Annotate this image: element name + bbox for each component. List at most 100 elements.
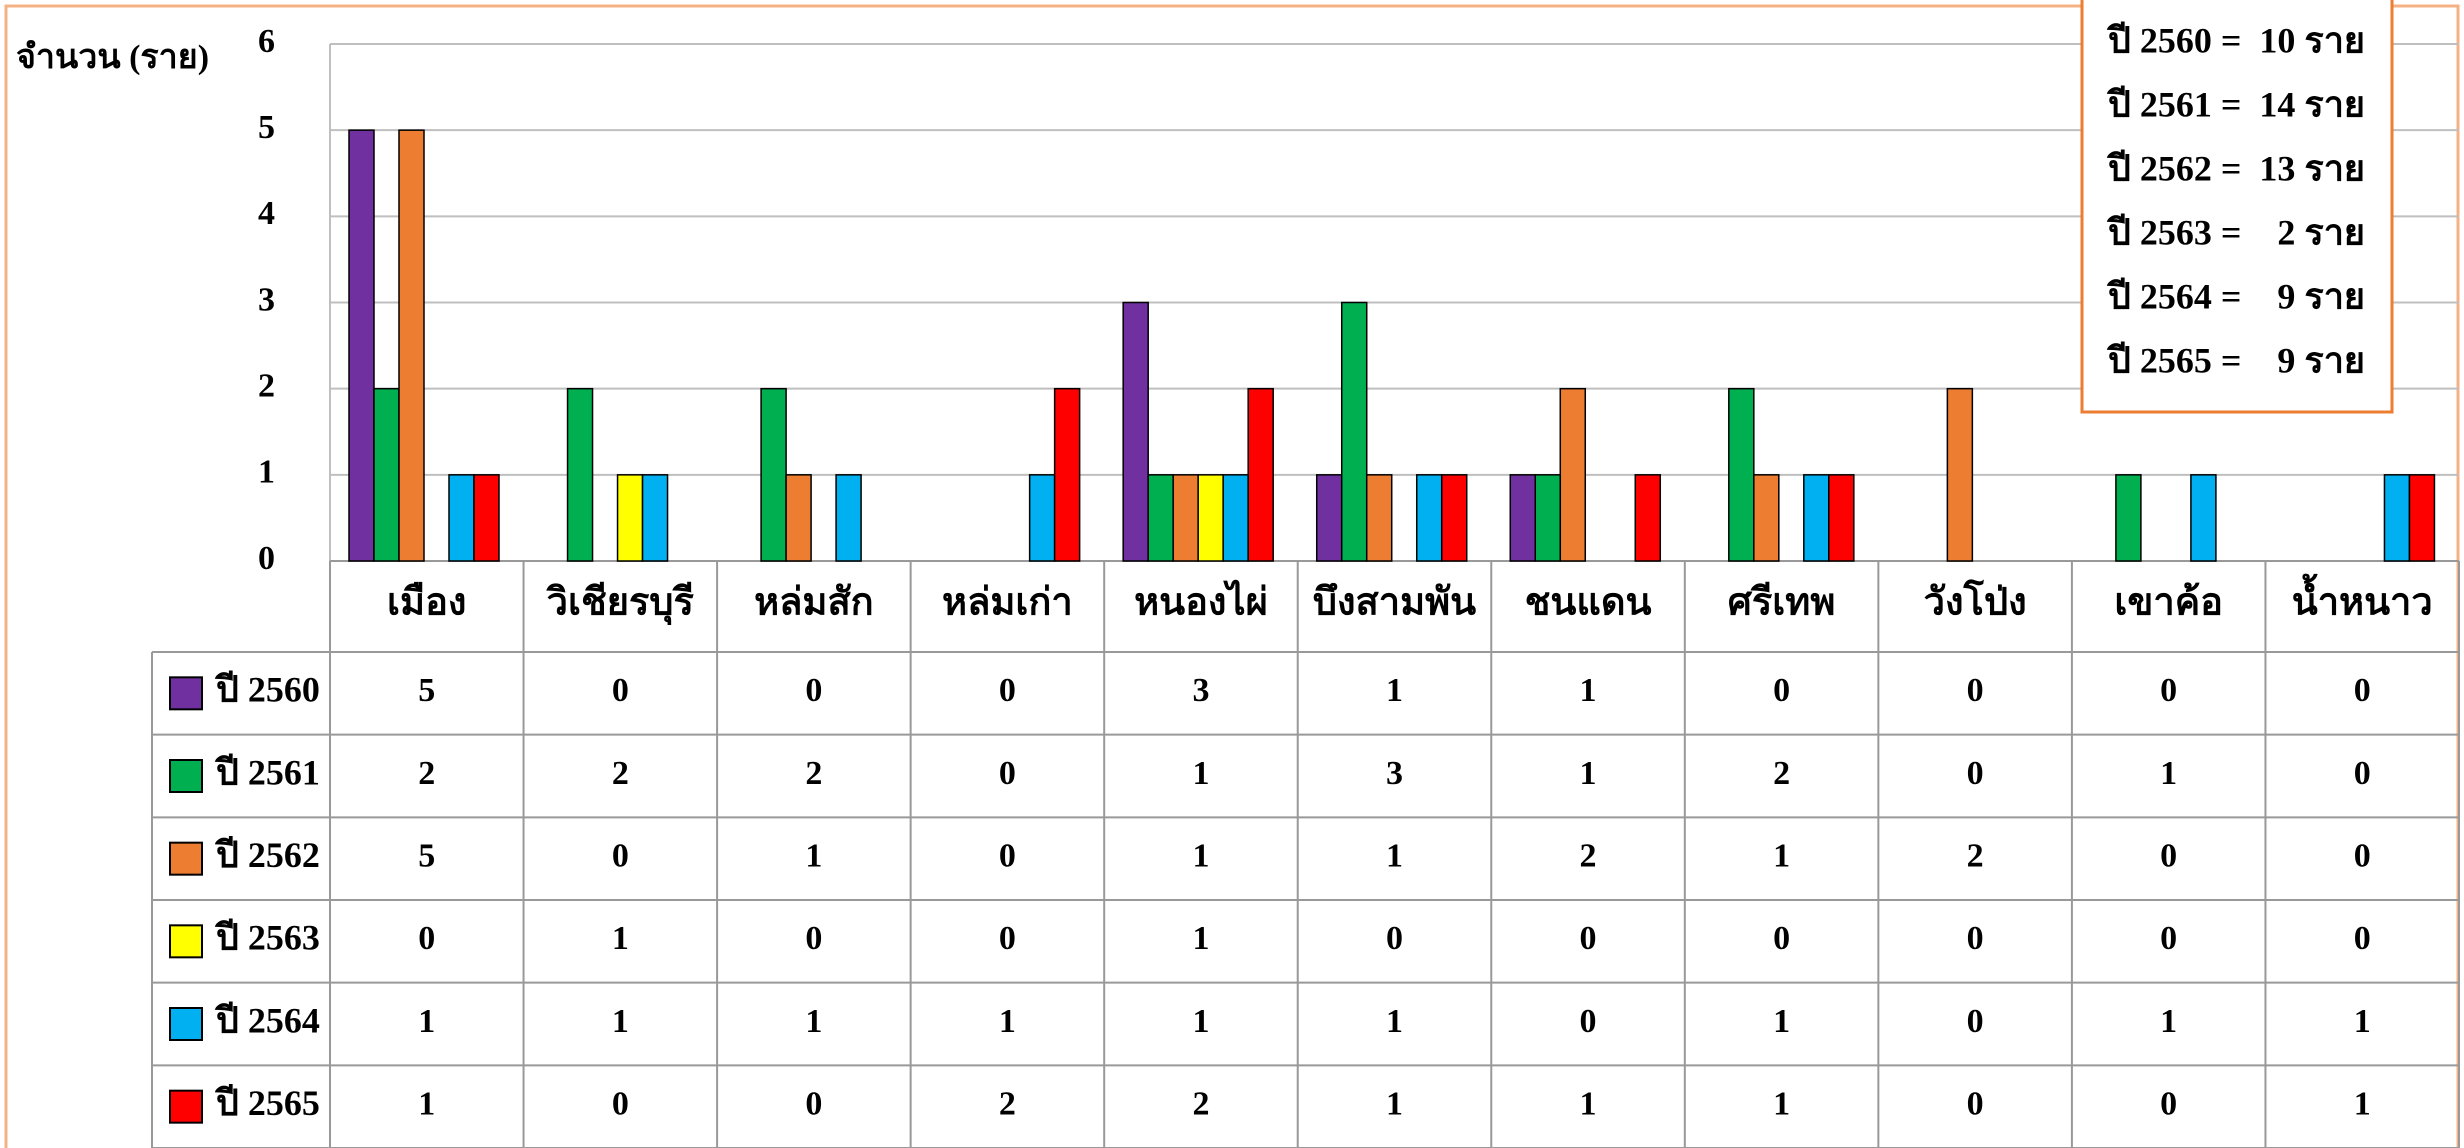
table-cell: 0 [1967,920,1984,957]
legend-swatch [169,1007,203,1041]
table-cell: 0 [1580,920,1597,957]
table-cell: 2 [612,755,629,792]
table-cell: 3 [1386,755,1403,792]
x-tick-label: เขาค้อ [2114,582,2223,624]
table-cell: 1 [2160,1003,2177,1040]
bar [473,474,500,562]
x-tick-label: ชนแดน [1525,582,1652,624]
table-cell: 0 [2160,672,2177,709]
table-cell: 0 [805,920,822,957]
annotation: ปี 2560 = 10 ราย [2106,20,2365,60]
table-cell: 0 [1967,1085,1984,1122]
bar [1147,474,1174,562]
x-tick-label: หนองไผ่ [1134,580,1268,624]
table-cell: 1 [1773,1003,1790,1040]
bar [835,474,862,562]
table-cell: 1 [2354,1003,2371,1040]
table-cell: 0 [1967,672,1984,709]
y-tick-label: 0 [258,540,275,577]
table-cell: 0 [1967,1003,1984,1040]
table-cell: 0 [1773,672,1790,709]
table-cell: 1 [999,1003,1016,1040]
annotation: ปี 2562 = 13 ราย [2106,148,2365,188]
bar [616,474,644,562]
bar [1053,387,1081,562]
table-cell: 0 [999,755,1016,792]
legend-label: ปี 2562 [214,835,320,875]
table-cell: 1 [612,1003,629,1040]
bar [2408,474,2436,562]
table-cell: 1 [1386,1085,1403,1122]
table-cell: 0 [2354,837,2371,874]
x-tick-label: ศรีเทพ [1728,582,1836,624]
bar [1634,474,1662,562]
table-cell: 1 [1386,672,1403,709]
bar [1172,474,1199,562]
y-tick-label: 3 [258,281,275,318]
table-cell: 0 [999,837,1016,874]
table-cell: 0 [805,672,822,709]
x-tick-label: เมือง [387,582,466,624]
table-cell: 1 [1192,920,1209,957]
table-cell: 0 [612,1085,629,1122]
bar [448,474,475,562]
table-cell: 0 [418,920,435,957]
y-tick-label: 2 [258,367,275,404]
legend-label: ปี 2561 [214,752,320,792]
bar [1559,387,1587,562]
table-cell: 0 [805,1085,822,1122]
bar [373,387,400,562]
x-tick-label: หล่มสัก [754,582,874,624]
bar [1340,301,1368,562]
bar [760,387,787,562]
bar [398,129,425,562]
table-cell: 0 [2354,755,2371,792]
y-axis-label: จำนวน (ราย) [16,39,209,76]
bar [2383,474,2411,562]
table-cell: 1 [2160,755,2177,792]
table-cell: 0 [999,672,1016,709]
table-cell: 2 [418,755,435,792]
table-cell: 1 [1386,1003,1403,1040]
x-tick-label: บึงสามพัน [1313,582,1476,624]
table-cell: 1 [1192,1003,1209,1040]
table-cell: 1 [805,837,822,874]
bar [1946,387,1974,562]
bar [641,474,669,562]
bar [1028,474,1056,562]
table-cell: 5 [418,837,435,874]
bar [566,387,594,562]
bar [1440,474,1468,562]
bar [1803,474,1830,562]
annotation: ปี 2564 = 9 ราย [2106,276,2365,316]
table-cell: 1 [418,1085,435,1122]
table-cell: 3 [1192,672,1209,709]
table-cell: 5 [418,672,435,709]
y-tick-label: 1 [258,454,275,491]
bar [1509,474,1537,562]
bar [1828,474,1855,562]
table-cell: 0 [1386,920,1403,957]
x-tick-label: หล่มเก่า [942,582,1073,624]
table-cell: 1 [1386,837,1403,874]
table-cell: 0 [2160,920,2177,957]
table-cell: 1 [1580,1085,1597,1122]
bar [348,129,375,562]
table-cell: 2 [1192,1085,1209,1122]
annotation: ปี 2561 = 14 ราย [2106,84,2365,124]
summary-box [2080,0,2394,414]
table-cell: 0 [612,837,629,874]
x-tick-label: วิเชียรบุรี [546,582,695,626]
bar [1315,474,1343,562]
bar [2115,474,2142,562]
table-cell: 1 [805,1003,822,1040]
table-cell: 1 [1580,672,1597,709]
legend-swatch [169,759,203,793]
table-cell: 2 [1580,837,1597,874]
bar [1753,474,1780,562]
table-cell: 0 [2160,1085,2177,1122]
legend-swatch [169,1089,203,1124]
x-tick-label: น้ำหนาว [2292,574,2433,624]
table-cell: 0 [2160,837,2177,874]
table-cell: 0 [1580,1003,1597,1040]
